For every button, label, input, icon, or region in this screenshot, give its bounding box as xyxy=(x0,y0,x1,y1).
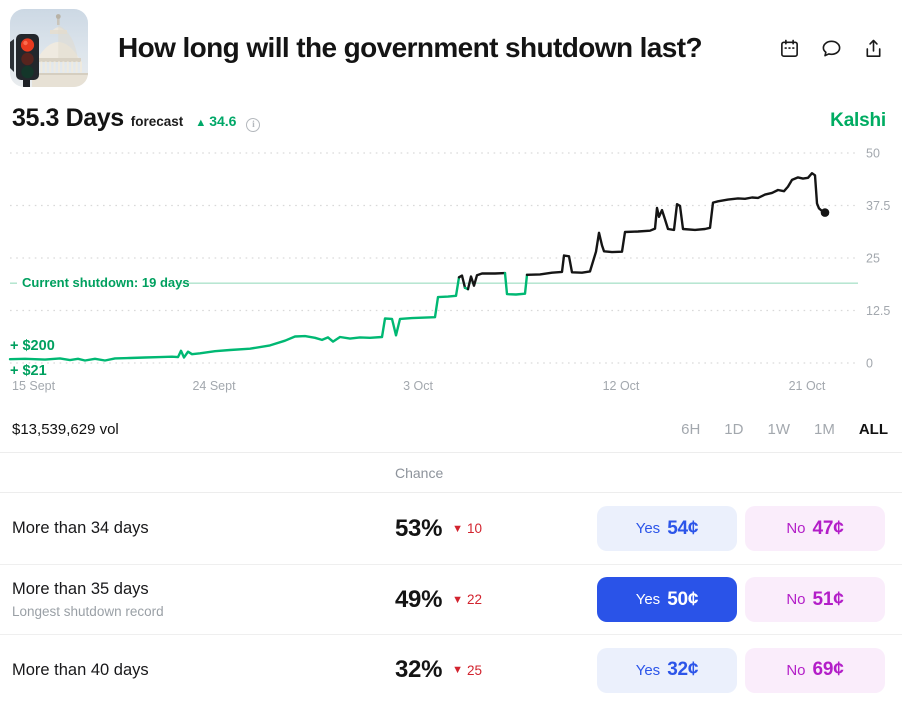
svg-text:Current shutdown: 19 days: Current shutdown: 19 days xyxy=(22,275,190,290)
yes-button[interactable]: Yes 54¢ xyxy=(597,506,737,551)
table-rows-container: More than 34 days 53% ▼ 10 Yes 54¢ No 47¢ M… xyxy=(0,493,902,705)
svg-text:24 Sept: 24 Sept xyxy=(192,379,236,393)
yes-price: 54¢ xyxy=(667,517,699,539)
no-label: No xyxy=(786,520,806,537)
volume-text: $13,539,629 vol xyxy=(12,420,119,438)
svg-text:12 Oct: 12 Oct xyxy=(603,379,640,393)
event-thumbnail-capitol-traffic-light xyxy=(10,9,88,87)
forecast-label: forecast xyxy=(130,114,184,129)
yes-button[interactable]: Yes 50¢ xyxy=(597,577,737,622)
chance-cell: 32% ▼ 25 xyxy=(395,656,585,684)
calendar-icon[interactable] xyxy=(778,37,800,59)
down-triangle-icon: ▼ xyxy=(452,593,464,606)
page-header: How long will the government shutdown la… xyxy=(0,0,902,87)
svg-text:+ $21: + $21 xyxy=(10,363,47,379)
outcome-title-block: More than 34 days xyxy=(12,519,395,538)
comment-icon[interactable] xyxy=(820,37,842,59)
no-price: 51¢ xyxy=(812,588,844,610)
yes-label: Yes xyxy=(635,520,661,537)
forecast-value: 35.3 Days xyxy=(12,104,124,132)
forecast-delta-value: 34.6 xyxy=(209,113,237,129)
chance-delta-value: 25 xyxy=(467,662,483,678)
chance-delta-value: 22 xyxy=(467,592,483,607)
svg-text:15 Sept: 15 Sept xyxy=(12,379,56,393)
chance-cell: 53% ▼ 10 xyxy=(395,515,585,543)
bet-buttons: Yes 32¢ No 69¢ xyxy=(597,647,885,693)
table-row: More than 40 days 32% ▼ 25 Yes 32¢ No 69¢ xyxy=(0,635,902,705)
yes-label: Yes xyxy=(635,661,661,679)
table-header-row: Chance xyxy=(0,453,902,493)
down-triangle-icon: ▼ xyxy=(452,522,464,535)
chance-percent: 32% xyxy=(395,656,443,683)
kalshi-logo: Kalshi xyxy=(830,110,886,131)
outcome-title: More than 35 days xyxy=(12,580,149,598)
range-button-1d[interactable]: 1D xyxy=(724,420,744,438)
yes-price: 32¢ xyxy=(667,659,699,680)
no-price: 69¢ xyxy=(812,659,844,680)
up-triangle-icon: ▲ xyxy=(195,117,207,129)
outcome-subtitle: Longest shutdown record xyxy=(12,604,164,619)
range-button-1m[interactable]: 1M xyxy=(813,420,835,438)
chance-cell: 49% ▼ 22 xyxy=(395,586,585,614)
chance-column-header: Chance xyxy=(395,465,444,481)
outcome-title: More than 40 days xyxy=(12,660,149,679)
no-button[interactable]: No 51¢ xyxy=(745,577,885,622)
outcome-title-block: More than 40 days xyxy=(12,661,395,680)
table-row: More than 35 days Longest shutdown recor… xyxy=(0,565,902,635)
chance-delta: ▼ 25 xyxy=(452,663,482,678)
svg-text:12.5: 12.5 xyxy=(866,304,890,318)
svg-text:50: 50 xyxy=(866,147,880,161)
svg-text:37.5: 37.5 xyxy=(866,199,890,213)
yes-label: Yes xyxy=(635,591,661,608)
table-row: More than 34 days 53% ▼ 10 Yes 54¢ No 47¢ xyxy=(0,493,902,565)
info-icon[interactable]: i xyxy=(246,118,261,132)
range-button-1w[interactable]: 1W xyxy=(767,420,790,438)
forecast-chart-svg: 0 12.5 25 37.5 50 Current shutdown: 19 days 15… xyxy=(8,147,890,393)
yes-price: 50¢ xyxy=(667,588,699,610)
no-label: No xyxy=(786,591,806,608)
range-button-all[interactable]: ALL xyxy=(858,420,888,438)
svg-text:+ $200: + $200 xyxy=(10,338,55,354)
no-price: 47¢ xyxy=(812,517,844,539)
no-button[interactable]: No 69¢ xyxy=(745,647,885,693)
yes-button[interactable]: Yes 32¢ xyxy=(597,647,737,693)
chance-percent: 53% xyxy=(395,514,443,542)
chance-percent: 49% xyxy=(395,585,443,613)
outcome-title: More than 34 days xyxy=(12,519,149,537)
chance-delta-value: 10 xyxy=(467,521,483,536)
share-icon[interactable] xyxy=(862,37,884,59)
svg-text:3 Oct: 3 Oct xyxy=(403,379,433,393)
time-range-selector: 6H 1D 1W 1M ALL xyxy=(681,421,888,438)
forecast-chart[interactable]: 0 12.5 25 37.5 50 Current shutdown: 19 days 15… xyxy=(0,141,902,406)
volume-row: $13,539,629 vol 6H 1D 1W 1M ALL xyxy=(0,406,902,452)
svg-text:25: 25 xyxy=(866,252,880,266)
header-actions xyxy=(778,37,884,59)
no-button[interactable]: No 47¢ xyxy=(745,506,885,551)
range-button-6h[interactable]: 6H xyxy=(681,420,701,438)
chance-delta: ▼ 10 xyxy=(452,521,482,536)
forecast-delta: ▲ 34.6 xyxy=(195,113,236,129)
bet-buttons: Yes 50¢ No 51¢ xyxy=(597,577,885,622)
svg-text:21 Oct: 21 Oct xyxy=(789,379,826,393)
svg-text:0: 0 xyxy=(866,357,873,371)
down-triangle-icon: ▼ xyxy=(452,664,464,676)
chance-delta: ▼ 22 xyxy=(452,592,482,607)
outcomes-table: Chance More than 34 days 53% ▼ 10 Yes 54¢ … xyxy=(0,452,902,705)
no-label: No xyxy=(786,661,806,679)
forecast-row: 35.3 Days forecast ▲ 34.6 i Kalshi xyxy=(0,104,902,137)
bet-buttons: Yes 54¢ No 47¢ xyxy=(597,506,885,551)
page-title: How long will the government shutdown la… xyxy=(118,32,703,63)
outcome-title-block: More than 35 days Longest shutdown recor… xyxy=(12,580,395,619)
